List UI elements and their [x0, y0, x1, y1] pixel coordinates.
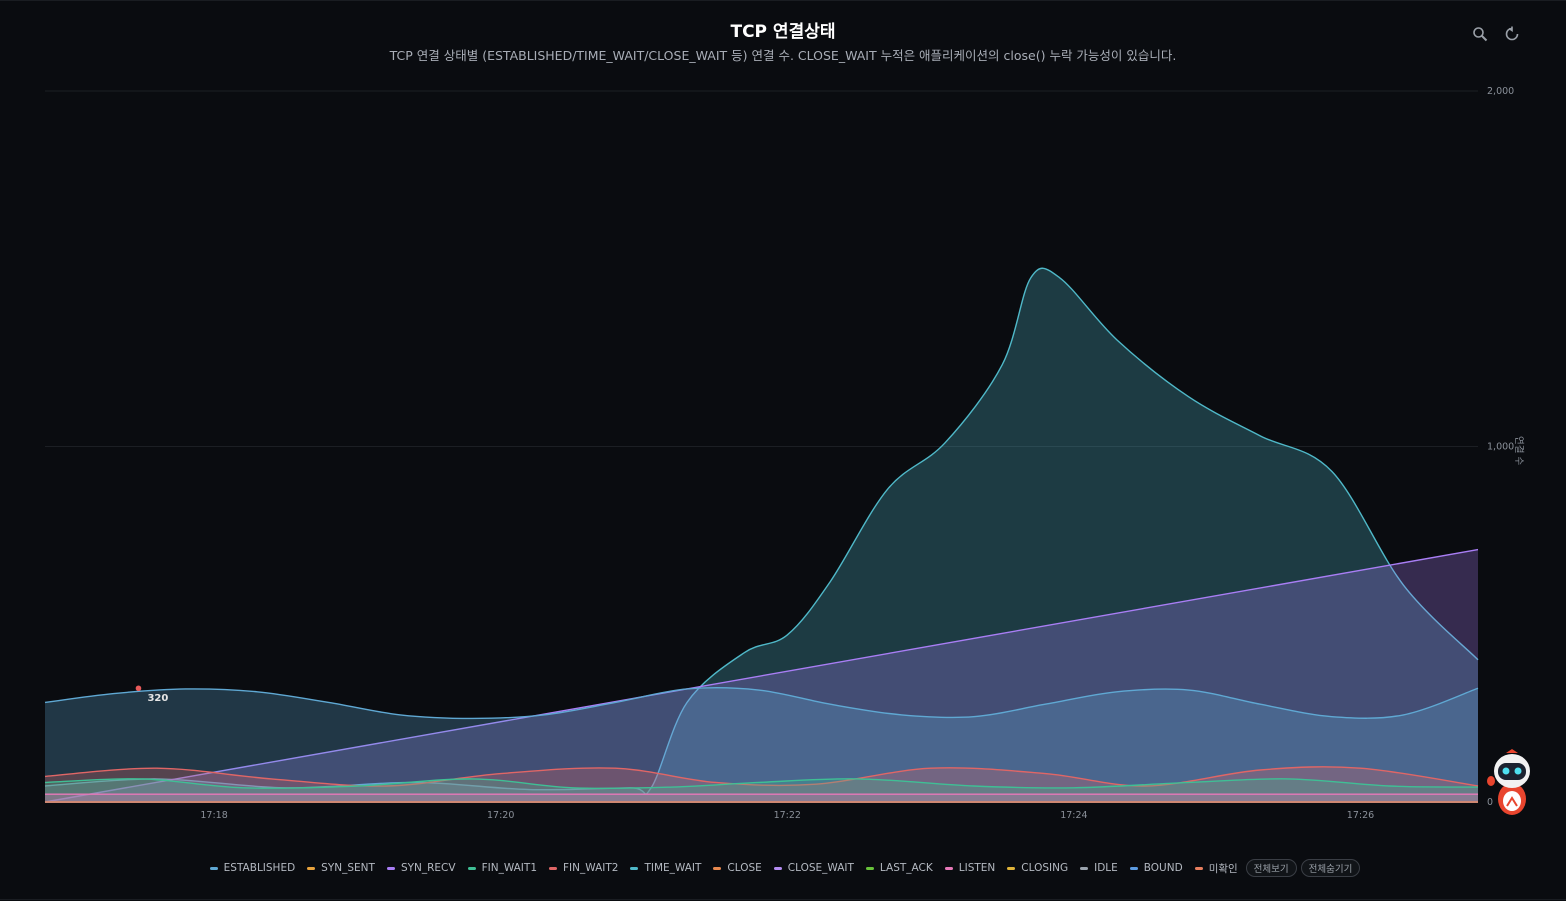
series-fin-wait2-line — [44, 766, 1479, 787]
x-tick-label: 17:18 — [200, 810, 227, 821]
legend-item[interactable]: CLOSE_WAIT — [773, 862, 854, 874]
zoom-icon[interactable] — [1471, 26, 1489, 44]
legend-label: LAST_ACK — [879, 862, 933, 874]
legend-label: ESTABLISHED — [223, 862, 296, 874]
assistant-bot-icon[interactable] — [1484, 749, 1536, 819]
legend-label: LISTEN — [958, 862, 996, 874]
legend-item[interactable]: CLOSE — [713, 862, 762, 874]
legend-item[interactable]: SYN_RECV — [386, 862, 456, 874]
x-tick-label: 17:22 — [774, 810, 801, 821]
x-tick-label: 17:24 — [1060, 810, 1087, 821]
series-listen-area — [45, 794, 1478, 802]
legend-item[interactable]: SYN_SENT — [307, 862, 375, 874]
legend-label: BOUND — [1143, 862, 1183, 874]
y-tick-label: 2,000 — [1487, 86, 1514, 97]
legend-label: 미확인 — [1208, 862, 1238, 875]
legend-swatch — [307, 866, 316, 870]
legend-swatch — [386, 866, 395, 870]
series-time-wait-area — [45, 268, 1478, 802]
legend-swatch — [773, 866, 782, 870]
x-tick-label: 17:26 — [1347, 810, 1374, 821]
reset-icon[interactable] — [1503, 26, 1521, 44]
reset-icon-glyph — [1505, 26, 1519, 41]
legend-swatch — [630, 866, 639, 870]
series-time-wait-line — [44, 267, 1479, 795]
y-axis-label: 연결 수 — [1513, 436, 1524, 465]
legend-swatch — [1080, 866, 1089, 870]
legend-item[interactable]: FIN_WAIT2 — [549, 862, 618, 874]
legend-item[interactable]: CLOSING — [1007, 862, 1068, 874]
peak-label: 320 — [147, 693, 168, 704]
y-tick-label: 1,000 — [1487, 442, 1514, 453]
series-fin-wait1-area — [45, 778, 1478, 802]
show-all-button[interactable]: 전체보기 — [1245, 859, 1297, 877]
legend-swatch — [713, 866, 722, 870]
legend-item[interactable]: BOUND — [1129, 862, 1183, 874]
legend-swatch — [1129, 866, 1138, 870]
legend-item[interactable]: TIME_WAIT — [630, 862, 701, 874]
series-fin-wait1-line — [44, 778, 1479, 790]
legend-swatch — [549, 866, 558, 870]
legend-label: SYN_SENT — [321, 862, 375, 874]
series-established-area — [45, 687, 1478, 802]
legend-label: CLOSE — [727, 862, 762, 874]
peak-marker — [135, 685, 142, 692]
x-tick-label: 17:20 — [487, 810, 514, 821]
y-tick-label: 0 — [1487, 797, 1493, 808]
chart-subtitle: TCP 연결 상태별 (ESTABLISHED/TIME_WAIT/CLOSE_… — [389, 48, 1177, 63]
legend-label: FIN_WAIT1 — [481, 862, 538, 874]
chart-title: TCP 연결상태 — [730, 22, 836, 42]
legend-swatch — [467, 866, 476, 870]
series-established-line — [44, 687, 1479, 720]
zoom-icon-glyph — [1473, 27, 1488, 42]
legend-item[interactable]: ESTABLISHED — [209, 862, 296, 874]
legend-item[interactable]: 미확인 — [1194, 861, 1238, 876]
legend-item[interactable]: IDLE — [1080, 862, 1118, 874]
series-syn-recv-line — [44, 548, 1479, 803]
legend-label: CLOSING — [1021, 862, 1069, 874]
legend-label: TIME_WAIT — [644, 862, 702, 874]
legend-swatch — [865, 866, 874, 870]
legend-item[interactable]: LAST_ACK — [865, 862, 933, 874]
legend-label: CLOSE_WAIT — [787, 862, 854, 874]
series-fin-wait2-area — [45, 766, 1478, 802]
legend-label: SYN_RECV — [400, 862, 456, 874]
legend-swatch — [209, 866, 218, 870]
legend-swatch — [944, 866, 953, 870]
legend-swatch — [1007, 866, 1016, 870]
legend-swatch — [1194, 866, 1203, 870]
legend-label: IDLE — [1094, 862, 1118, 874]
legend-label: FIN_WAIT2 — [563, 862, 619, 874]
chart-legend: ESTABLISHED SYN_SENT SYN_RECV FIN_WAIT1 FIN_… — [0, 859, 1566, 877]
legend-item[interactable]: FIN_WAIT1 — [467, 862, 538, 874]
legend-item[interactable]: LISTEN — [944, 862, 996, 874]
hide-all-button[interactable]: 전체숨기기 — [1300, 859, 1361, 877]
